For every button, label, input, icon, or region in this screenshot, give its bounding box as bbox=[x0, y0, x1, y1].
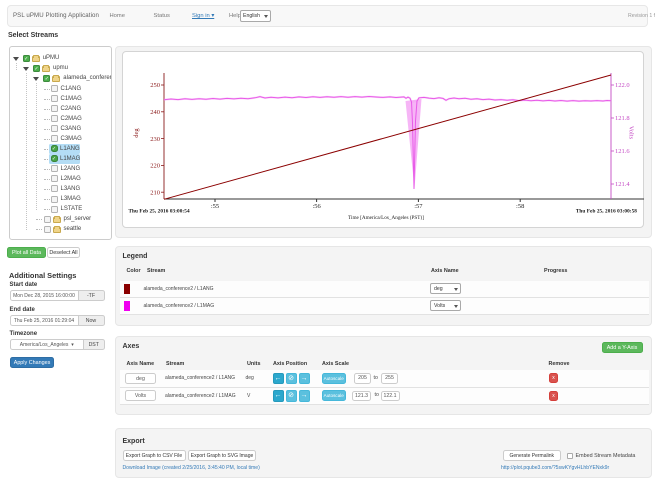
svg-text:Thu Feb 25, 2016 03:00:54: Thu Feb 25, 2016 03:00:54 bbox=[129, 209, 190, 215]
svg-text::56: :56 bbox=[312, 203, 321, 210]
svg-text:250: 250 bbox=[150, 82, 160, 89]
svg-text:Volts: Volts bbox=[628, 126, 635, 140]
svg-text:230: 230 bbox=[150, 136, 160, 143]
svg-text:240: 240 bbox=[150, 109, 160, 116]
svg-text:210: 210 bbox=[150, 189, 160, 196]
svg-text:Thu Feb 25, 2016 03:00:58: Thu Feb 25, 2016 03:00:58 bbox=[576, 209, 637, 215]
svg-text:121.4: 121.4 bbox=[615, 181, 630, 188]
svg-text::57: :57 bbox=[414, 203, 423, 210]
svg-text:220: 220 bbox=[150, 163, 160, 170]
svg-text:121.8: 121.8 bbox=[615, 115, 630, 122]
svg-text:Time [America/Los_Angeles (PST: Time [America/Los_Angeles (PST)] bbox=[348, 214, 424, 221]
svg-text::58: :58 bbox=[516, 203, 524, 210]
svg-text:deg: deg bbox=[133, 128, 140, 138]
svg-text::55: :55 bbox=[211, 203, 219, 210]
svg-text:122.0: 122.0 bbox=[615, 82, 630, 89]
svg-text:121.6: 121.6 bbox=[615, 148, 630, 155]
